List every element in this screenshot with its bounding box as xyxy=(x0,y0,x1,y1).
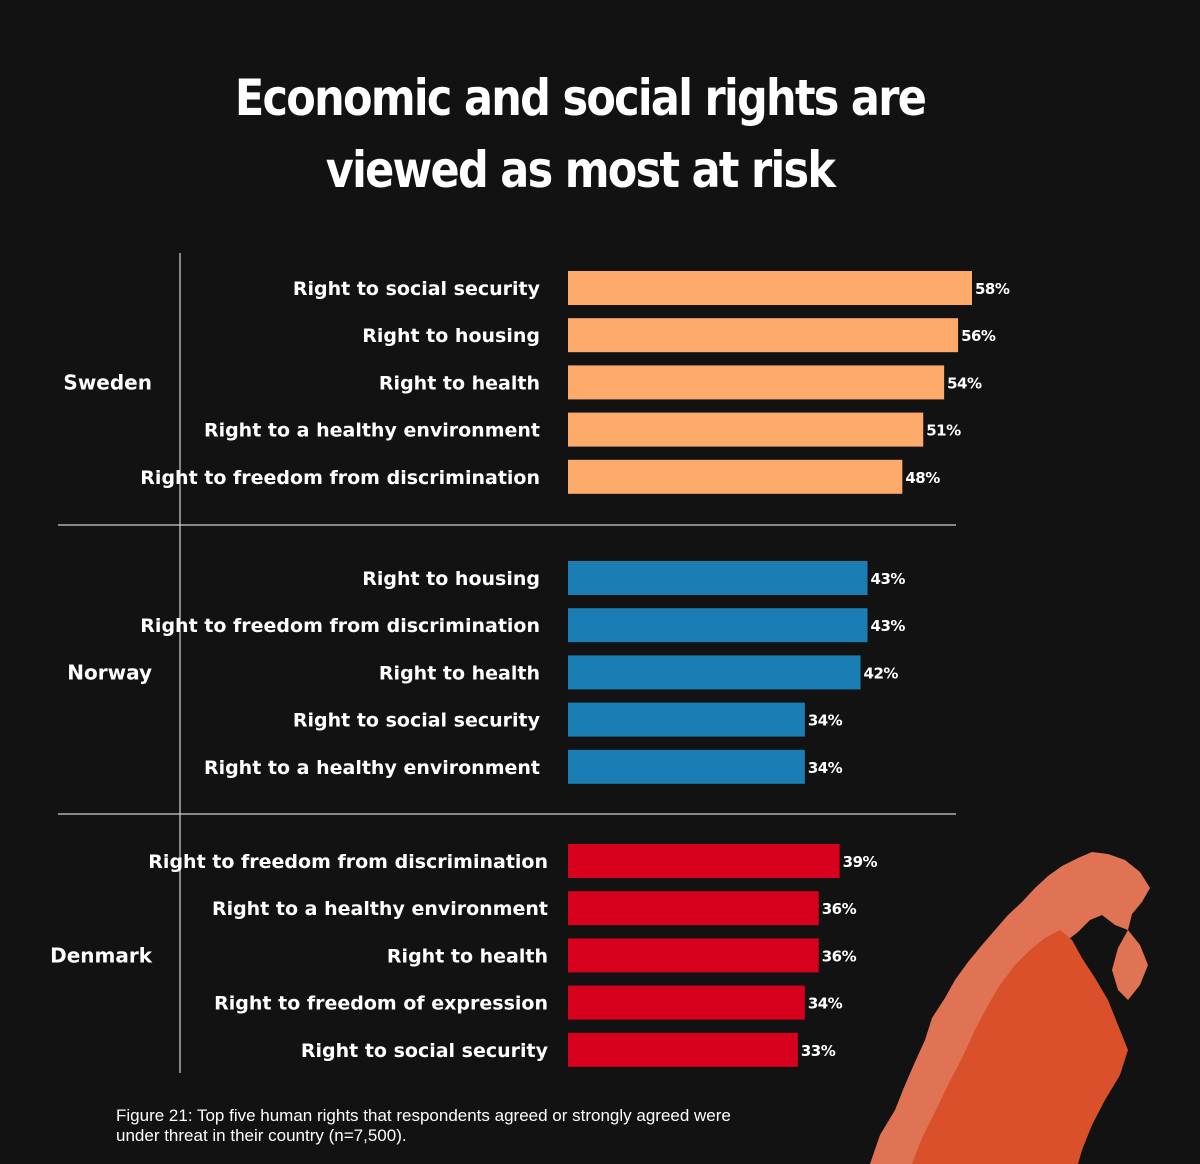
data-label: 43% xyxy=(871,617,906,635)
data-label: 36% xyxy=(822,900,857,918)
data-label: 43% xyxy=(871,570,906,588)
data-label: 34% xyxy=(808,712,843,730)
data-label: 36% xyxy=(822,947,857,965)
bar-sweden xyxy=(568,459,903,494)
group-label-sweden: Sweden xyxy=(63,370,152,394)
category-label: Right to health xyxy=(387,945,548,967)
figure-caption: Figure 21: Top five human rights that re… xyxy=(116,1106,816,1146)
category-label: Right to freedom of expression xyxy=(214,993,548,1015)
bar-norway xyxy=(568,655,861,690)
norway-map-shape xyxy=(870,852,1150,1164)
bar-norway xyxy=(568,702,805,737)
data-label: 56% xyxy=(961,327,996,345)
category-label: Right to health xyxy=(379,662,540,684)
data-label: 51% xyxy=(926,422,961,440)
data-label: 34% xyxy=(808,995,843,1013)
category-label: Right to a healthy environment xyxy=(212,898,548,920)
data-label: 54% xyxy=(947,374,982,392)
category-label: Right to housing xyxy=(362,568,540,590)
scandinavia-map-icon xyxy=(870,852,1150,1164)
finland-map-edge xyxy=(1112,930,1148,1000)
category-label: Right to freedom from discrimination xyxy=(148,851,548,873)
group-label-denmark: Denmark xyxy=(50,943,153,967)
bar-sweden xyxy=(568,271,972,305)
caption-line-1: Figure 21: Top five human rights that re… xyxy=(116,1106,731,1125)
data-label: 42% xyxy=(864,664,899,682)
bar-denmark xyxy=(568,1032,798,1067)
bar-sweden xyxy=(568,412,924,447)
title-line-2: viewed as most at risk xyxy=(325,141,836,199)
bar-denmark xyxy=(568,985,805,1020)
data-label: 34% xyxy=(808,759,843,777)
bar-denmark xyxy=(568,891,819,926)
bar-norway xyxy=(568,561,868,595)
bar-norway xyxy=(568,749,805,784)
data-label: 33% xyxy=(801,1042,836,1060)
bar-denmark xyxy=(568,844,840,878)
bar-sweden xyxy=(568,365,945,400)
category-label: Right to social security xyxy=(293,710,541,732)
bar-sweden xyxy=(568,318,959,353)
data-label: 39% xyxy=(843,853,878,871)
category-label: Right to freedom from discrimination xyxy=(140,467,540,489)
bar-denmark xyxy=(568,938,819,973)
category-label: Right to housing xyxy=(362,325,540,347)
bar-norway xyxy=(568,608,868,643)
category-label: Right to a healthy environment xyxy=(204,420,540,442)
data-label: 58% xyxy=(975,280,1010,298)
caption-line-2: under threat in their country (n=7,500). xyxy=(116,1126,407,1145)
chart-title: Economic and social rights are viewed as… xyxy=(81,62,1079,206)
category-label: Right to a healthy environment xyxy=(204,757,540,779)
category-label: Right to social security xyxy=(293,278,541,300)
category-label: Right to social security xyxy=(301,1040,549,1062)
category-label: Right to health xyxy=(379,372,540,394)
group-label-norway: Norway xyxy=(67,660,152,684)
data-label: 48% xyxy=(905,469,940,487)
title-line-1: Economic and social rights are xyxy=(234,69,927,127)
category-label: Right to freedom from discrimination xyxy=(140,615,540,637)
sweden-map-shape xyxy=(912,930,1128,1164)
